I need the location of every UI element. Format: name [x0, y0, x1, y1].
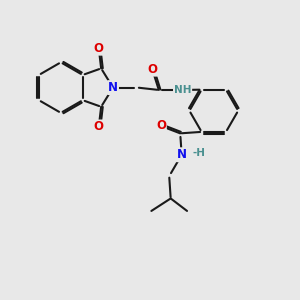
Text: O: O: [147, 63, 157, 76]
Text: O: O: [156, 119, 166, 132]
Text: N: N: [108, 81, 118, 94]
Text: NH: NH: [174, 85, 191, 95]
Text: O: O: [94, 42, 104, 55]
Text: -H: -H: [193, 148, 206, 158]
Text: N: N: [177, 148, 187, 161]
Text: O: O: [94, 121, 104, 134]
